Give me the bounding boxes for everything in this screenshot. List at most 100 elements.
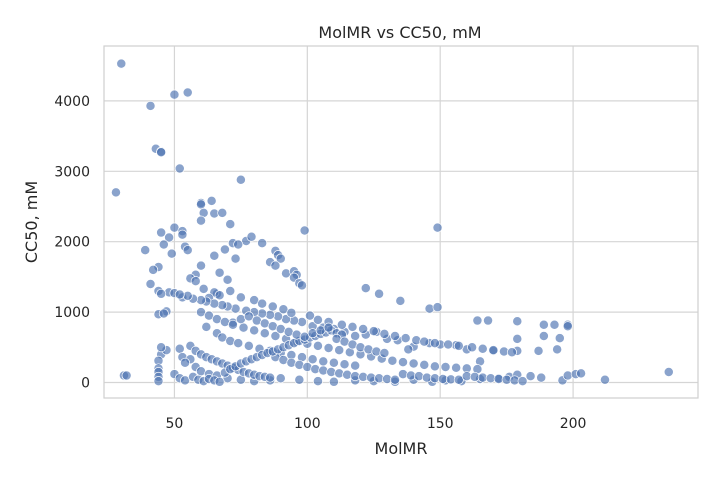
x-tick-label: 100 [294, 416, 321, 432]
scatter-point [533, 345, 544, 356]
scatter-point [371, 346, 382, 357]
scatter-point [398, 369, 408, 380]
scatter-point [156, 288, 167, 299]
scatter-point [552, 344, 563, 355]
x-tick-label: 50 [166, 416, 184, 432]
scatter-point [400, 333, 411, 344]
scatter-point [196, 199, 206, 210]
scatter-point [451, 362, 462, 373]
scatter-point [259, 328, 270, 339]
scatter-point [196, 295, 206, 306]
scatter-point [432, 302, 443, 313]
scatter-point [158, 239, 169, 250]
scatter-point [235, 292, 246, 303]
scatter-point [536, 372, 547, 383]
scatter-point [286, 307, 297, 318]
scatter-point [395, 295, 406, 306]
scatter-point [600, 374, 610, 385]
scatter-point [265, 372, 276, 383]
scatter-point [403, 344, 414, 355]
scatter-point [275, 373, 286, 384]
points-layer [111, 58, 674, 387]
scatter-point [201, 321, 212, 332]
scatter-point [350, 331, 361, 341]
scatter-point [180, 357, 191, 368]
scatter-point [336, 319, 347, 330]
scatter-point [525, 371, 536, 382]
scatter-point [467, 342, 478, 353]
scatter-point [227, 319, 238, 330]
scatter-point [472, 315, 483, 326]
scatter-point [339, 359, 350, 370]
scatter-point [411, 335, 422, 346]
scatter-point [299, 225, 310, 236]
scatter-point [177, 229, 188, 240]
scatter-point [217, 207, 228, 218]
scatter-point [562, 321, 573, 332]
chart-title: MolMR vs CC50, mM [318, 23, 481, 42]
scatter-point [318, 356, 329, 367]
scatter-point [350, 360, 361, 371]
scatter-point [246, 231, 257, 242]
scatter-point [334, 345, 345, 356]
scatter-point [145, 100, 156, 111]
scatter-point [156, 227, 167, 238]
scatter-point [116, 58, 127, 69]
scatter-point [310, 364, 321, 375]
scatter-point [206, 195, 217, 206]
scatter-point [196, 260, 206, 271]
scatter-point [275, 253, 286, 264]
scatter-point [174, 343, 185, 354]
scatter-point [432, 222, 443, 233]
scatter-point [413, 371, 424, 382]
scatter-point [312, 376, 323, 387]
scatter-point [270, 260, 281, 271]
scatter-point [297, 280, 307, 291]
scatter-point [538, 331, 549, 341]
scatter-point [174, 289, 185, 300]
scatter-point [477, 343, 488, 354]
scatter-point [222, 274, 233, 285]
scatter-point [429, 361, 440, 372]
scatter-point [328, 357, 339, 368]
scatter-point [257, 238, 268, 249]
scatter-point [243, 311, 254, 322]
scatter-point [323, 343, 334, 353]
x-axis-label: MolMR [375, 439, 428, 458]
scatter-point [488, 345, 499, 356]
scatter-point [358, 324, 369, 334]
scatter-point [243, 340, 254, 351]
scatter-point [182, 245, 193, 256]
scatter-point [318, 365, 329, 376]
scatter-point [326, 367, 337, 377]
scatter-point [549, 319, 560, 330]
y-tick-label: 4000 [54, 94, 90, 110]
scatter-point [217, 300, 228, 311]
scatter-point [328, 376, 339, 387]
scatter-point [145, 279, 156, 289]
scatter-point [219, 244, 230, 255]
scatter-point [443, 339, 454, 350]
scatter-point [390, 331, 400, 341]
x-tick-labels: 50 100 150 200 [166, 416, 587, 432]
scatter-point [140, 245, 151, 256]
scatter-point [387, 355, 398, 366]
scatter-point [440, 362, 451, 372]
scatter-point [424, 303, 435, 314]
scatter-point [166, 248, 177, 259]
scatter-point [538, 319, 549, 330]
scatter-point [233, 338, 244, 349]
scatter-point [169, 89, 180, 100]
scatter-point [419, 359, 430, 370]
scatter-point [562, 370, 573, 381]
scatter-point [334, 368, 345, 379]
scatter-point [235, 174, 246, 185]
scatter-point [111, 187, 121, 198]
scatter-point [233, 239, 244, 250]
scatter-point [390, 374, 400, 385]
y-axis-label: CC50, mM [22, 181, 41, 263]
scatter-point [257, 298, 268, 309]
scatter-point [225, 219, 236, 230]
scatter-point [238, 322, 249, 333]
